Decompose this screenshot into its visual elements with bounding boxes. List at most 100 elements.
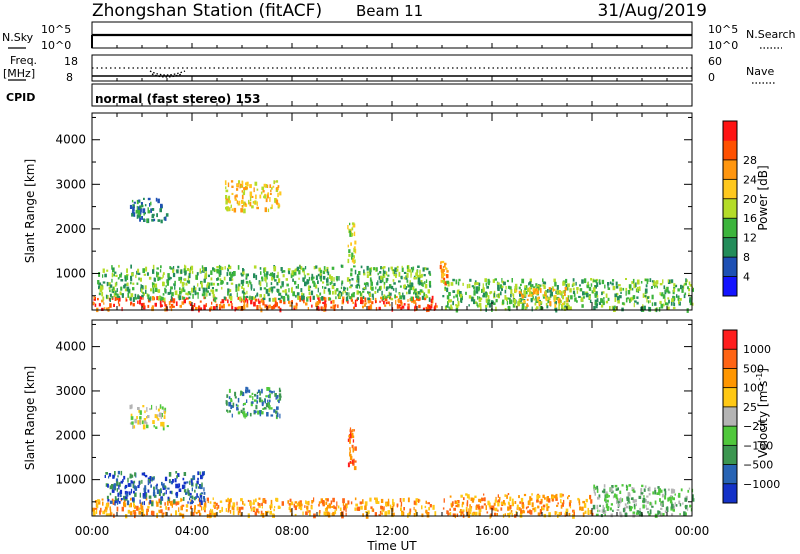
echo-cell (474, 511, 478, 516)
echo-cell (485, 298, 488, 303)
echo-cell (160, 277, 163, 280)
echo-cell (648, 300, 650, 304)
echo-cell (403, 507, 405, 511)
echo-cell (648, 492, 651, 496)
echo-cell (268, 390, 272, 393)
echo-cell (340, 264, 343, 268)
echo-cell (143, 211, 145, 216)
echo-cell (352, 459, 354, 465)
echo-cell (243, 403, 246, 406)
echo-cell (306, 280, 309, 285)
echo-cell (111, 278, 113, 283)
echo-cell (285, 292, 288, 296)
echo-cell (545, 295, 547, 300)
echo-cell (562, 295, 564, 300)
echo-cell (521, 304, 525, 310)
echo-cell (383, 300, 385, 305)
echo-cell (255, 274, 258, 280)
echo-cell (160, 414, 162, 419)
echo-cell (138, 277, 140, 281)
echo-cell (270, 407, 273, 410)
echo-cell (136, 505, 139, 511)
echo-cell (195, 483, 198, 487)
echo-cell (158, 412, 162, 418)
echo-cell (579, 506, 581, 511)
echo-cell (245, 273, 248, 278)
echo-cell (547, 299, 550, 304)
echo-cell (131, 211, 135, 214)
echo-cell (238, 200, 241, 206)
echo-cell (282, 296, 286, 302)
echo-cell (520, 497, 524, 503)
echo-cell (456, 513, 459, 517)
echo-cell (295, 294, 297, 298)
echo-cell (615, 281, 618, 286)
echo-cell (282, 270, 286, 273)
echo-cell (567, 496, 569, 500)
echo-cell (182, 477, 185, 481)
echo-cell (633, 283, 636, 289)
colorbar-tick-label: 24 (743, 173, 757, 186)
echo-cell (319, 269, 323, 274)
echo-cell (429, 504, 432, 508)
echo-cell (193, 507, 196, 513)
echo-cell (165, 489, 167, 495)
echo-cell (636, 279, 640, 285)
echo-cell (178, 483, 181, 488)
echo-cell (562, 304, 564, 309)
echo-cell (487, 500, 490, 506)
echo-cell (595, 513, 599, 516)
echo-cell (421, 513, 424, 518)
echo-cell (671, 298, 674, 302)
echo-cell (414, 305, 417, 309)
echo-cell (333, 304, 336, 309)
echo-cell (461, 503, 464, 508)
echo-cell (288, 300, 291, 304)
echo-cell (306, 273, 310, 276)
echo-cell (358, 284, 361, 289)
echo-cell (600, 298, 603, 303)
echo-cell (669, 499, 673, 504)
echo-cell (516, 504, 519, 510)
echo-cell (203, 278, 206, 283)
echo-cell (117, 497, 120, 502)
echo-cell (555, 290, 558, 294)
echo-cell (121, 506, 124, 512)
echo-cell (416, 270, 418, 273)
echo-cell (328, 503, 331, 507)
echo-cell (400, 505, 402, 508)
echo-cell (445, 305, 448, 308)
echo-cell (339, 293, 341, 296)
echo-cell (120, 470, 123, 476)
echo-cell (319, 510, 321, 514)
echo-cell (662, 500, 664, 504)
echo-cell (587, 507, 589, 512)
echo-cell (398, 292, 401, 296)
echo-cell (130, 416, 134, 420)
echo-cell (360, 505, 363, 510)
echo-cell (363, 287, 366, 290)
colorbar-segment (723, 330, 737, 350)
echo-cell (141, 285, 144, 290)
echo-cell (269, 273, 271, 276)
echo-cell (348, 230, 351, 233)
echo-cell (120, 286, 123, 291)
echo-cell (236, 200, 238, 204)
echo-cell (353, 259, 356, 264)
echo-cell (542, 296, 545, 299)
x-tick-label: 00:00 (75, 524, 110, 538)
echo-cell (630, 497, 634, 500)
echo-cell (131, 272, 134, 276)
echo-cell (658, 307, 661, 312)
echo-cell (423, 297, 427, 301)
echo-cell (172, 298, 175, 304)
echo-cell (165, 506, 167, 510)
echo-cell (474, 282, 476, 286)
echo-cell (538, 300, 541, 305)
echo-cell (381, 507, 384, 512)
echo-cell (104, 273, 107, 278)
echo-cell (221, 280, 224, 284)
echo-cell (394, 294, 396, 299)
echo-cell (249, 184, 252, 189)
echo-cell (115, 478, 119, 483)
